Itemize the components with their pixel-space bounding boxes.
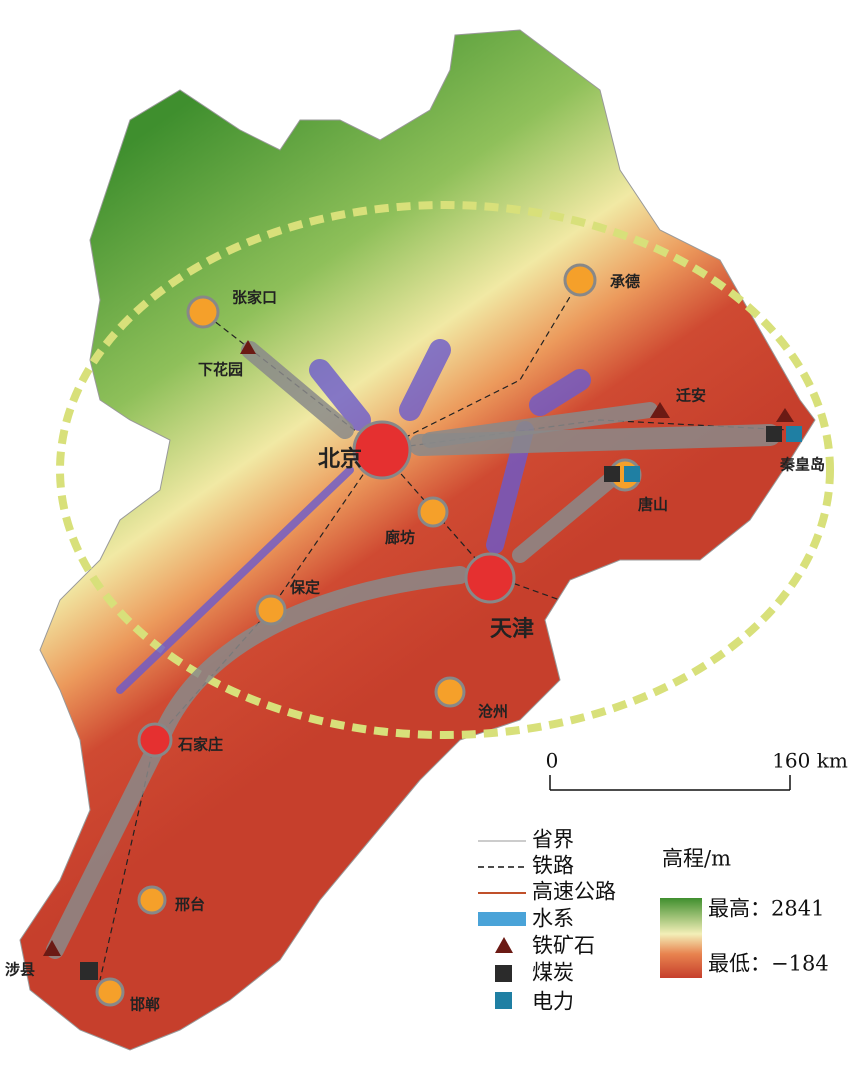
city-marker	[137, 722, 173, 758]
city-label: 保定	[289, 579, 320, 597]
legend-label: 省界	[532, 828, 574, 852]
city-label: 沧州	[478, 703, 508, 721]
core-region	[56, 201, 834, 739]
city-label: 邯郸	[130, 996, 160, 1014]
legend: 省界 铁路 高速公路 水系 铁矿石 煤炭 电力	[478, 828, 616, 1014]
elevation-max: 最高：2841	[708, 897, 824, 921]
city-label: 迁安	[676, 387, 706, 405]
city-marker	[186, 295, 220, 329]
city-marker	[352, 420, 412, 480]
city-label: 廊坊	[385, 529, 415, 547]
city-label: 涉县	[5, 961, 35, 979]
elevation-legend: 高程/m 最高：2841 最低：−184	[660, 847, 829, 978]
city-marker	[95, 977, 125, 1007]
scale-label: 0	[546, 749, 559, 773]
legend-label: 煤炭	[532, 961, 574, 985]
legend-label: 水系	[532, 907, 574, 931]
legend-label: 铁矿石	[532, 934, 595, 958]
city-label: 张家口	[232, 289, 277, 307]
city-label: 承德	[610, 273, 640, 291]
city-label: 天津	[490, 616, 534, 642]
city-marker	[417, 496, 449, 528]
legend-label: 铁路	[532, 854, 574, 878]
region	[19, 29, 816, 1051]
city-labels: 北京 天津 石家庄 张家口 承德 唐山 廊坊 保定 沧州 邢台 邯郸 下花园 迁…	[5, 273, 825, 1014]
city-marker	[137, 885, 167, 915]
resource-flows	[46, 341, 781, 959]
legend-label: 高速公路	[532, 880, 616, 904]
city-label: 秦皇岛	[779, 456, 825, 474]
scale-label: 160 km	[772, 749, 848, 773]
scale-bar: 0 160 km	[546, 749, 848, 791]
cities	[95, 263, 642, 1007]
city-label: 下花园	[198, 361, 243, 379]
elevation-min: 最低：−184	[708, 952, 829, 976]
city-marker	[434, 676, 466, 708]
city-label: 石家庄	[177, 736, 223, 754]
city-marker	[255, 594, 287, 626]
elevation-title: 高程/m	[662, 847, 731, 871]
legend-label: 电力	[532, 990, 574, 1014]
city-label: 邢台	[174, 896, 205, 914]
city-marker	[563, 263, 597, 297]
resource-icons	[43, 340, 802, 980]
city-label: 北京	[318, 446, 362, 472]
city-marker	[464, 552, 516, 604]
city-label: 唐山	[638, 496, 668, 514]
